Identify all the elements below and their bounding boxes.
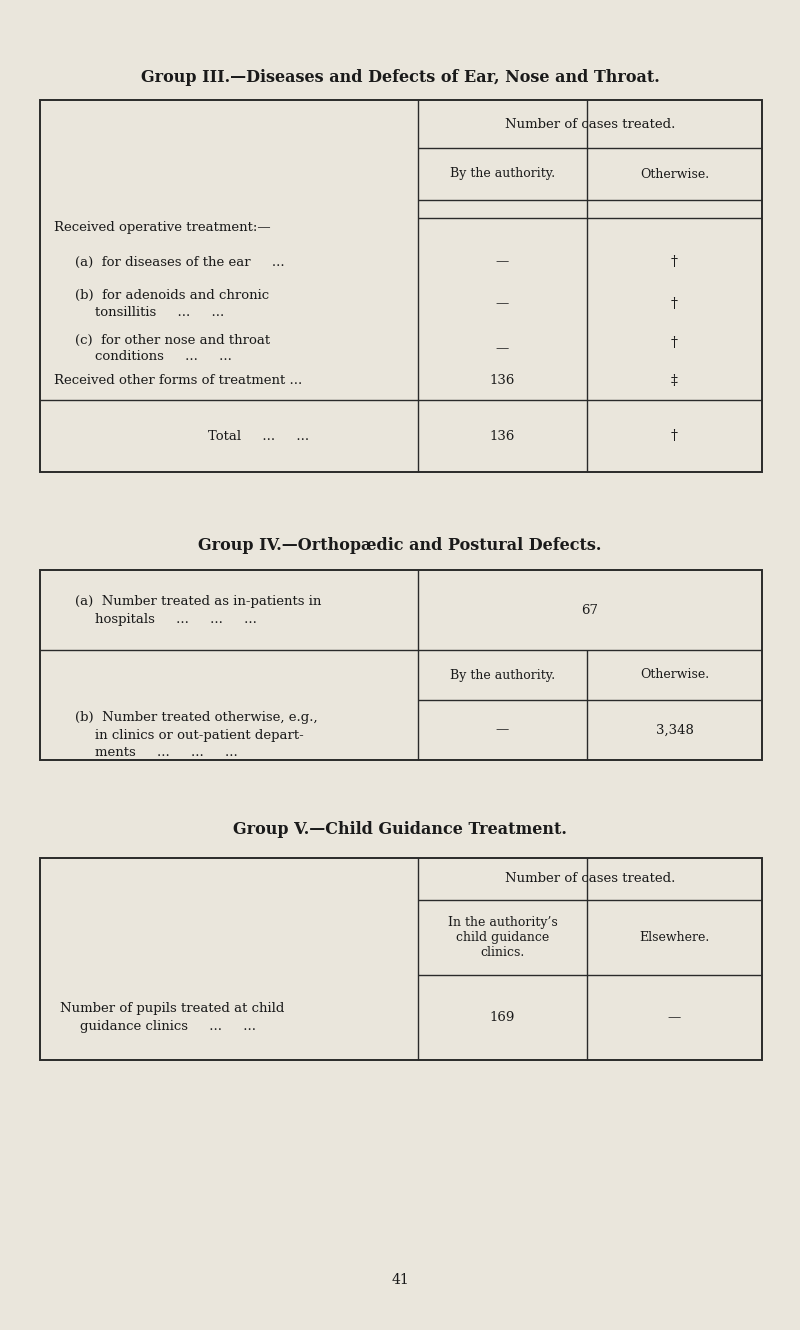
Text: †: † [671,297,678,311]
Text: By the authority.: By the authority. [450,168,555,181]
Bar [40,571,762,759]
Text: Number of cases treated.: Number of cases treated. [505,117,675,130]
Text: guidance clinics     ...     ...: guidance clinics ... ... [80,1020,256,1033]
Text: Number of pupils treated at child: Number of pupils treated at child [60,1001,284,1015]
Text: Group III.—Diseases and Defects of Ear, Nose and Throat.: Group III.—Diseases and Defects of Ear, … [141,69,659,86]
Text: (a)  Number treated as in-patients in: (a) Number treated as in-patients in [75,596,322,609]
Text: —: — [668,1011,681,1024]
Text: Group V.—Child Guidance Treatment.: Group V.—Child Guidance Treatment. [233,822,567,838]
Bar [40,100,762,472]
Text: (a)  for diseases of the ear     ...: (a) for diseases of the ear ... [75,255,285,269]
Text: 3,348: 3,348 [655,724,694,737]
Text: Otherwise.: Otherwise. [640,669,709,681]
Text: Received other forms of treatment ...: Received other forms of treatment ... [54,375,302,387]
Text: (c)  for other nose and throat: (c) for other nose and throat [75,334,270,347]
Text: By the authority.: By the authority. [450,669,555,681]
Text: †: † [671,255,678,269]
Text: ments     ...     ...     ...: ments ... ... ... [95,746,238,758]
Text: 67: 67 [582,604,598,617]
Text: ‡: ‡ [671,374,678,388]
Text: Number of cases treated.: Number of cases treated. [505,872,675,886]
Text: —: — [496,343,509,355]
Text: In the authority’s
child guidance
clinics.: In the authority’s child guidance clinic… [448,916,558,959]
Text: †: † [671,336,678,350]
Text: —: — [496,255,509,269]
Text: Total     ...     ...: Total ... ... [209,430,310,443]
Text: Group IV.—Orthopædic and Postural Defects.: Group IV.—Orthopædic and Postural Defect… [198,536,602,553]
Text: —: — [496,298,509,310]
Text: †: † [671,430,678,443]
Text: 41: 41 [391,1273,409,1287]
Text: 169: 169 [490,1011,515,1024]
Text: 136: 136 [490,430,515,443]
Text: (b)  Number treated otherwise, e.g.,: (b) Number treated otherwise, e.g., [75,712,318,725]
Text: Received operative treatment:—: Received operative treatment:— [54,222,270,234]
Text: —: — [496,724,509,737]
Text: Elsewhere.: Elsewhere. [639,931,710,944]
Text: hospitals     ...     ...     ...: hospitals ... ... ... [95,613,257,626]
Text: conditions     ...     ...: conditions ... ... [95,351,232,363]
Text: (b)  for adenoids and chronic: (b) for adenoids and chronic [75,289,269,302]
Bar [40,858,762,1060]
Text: Otherwise.: Otherwise. [640,168,709,181]
Text: in clinics or out-patient depart-: in clinics or out-patient depart- [95,729,304,742]
Text: tonsillitis     ...     ...: tonsillitis ... ... [95,306,224,319]
Text: 136: 136 [490,375,515,387]
